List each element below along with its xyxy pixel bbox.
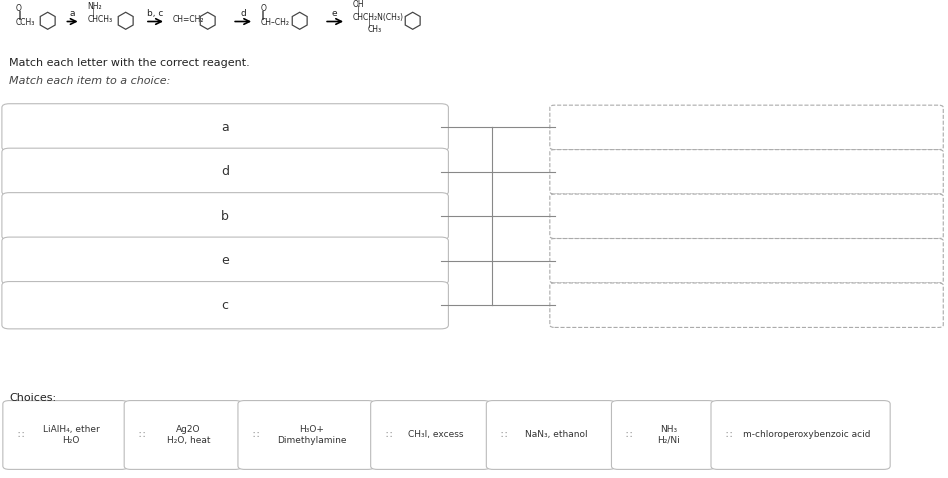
FancyBboxPatch shape bbox=[2, 193, 448, 240]
Text: ∷: ∷ bbox=[138, 430, 145, 440]
Text: ‖: ‖ bbox=[261, 11, 264, 20]
Text: NH₂: NH₂ bbox=[87, 1, 101, 11]
FancyBboxPatch shape bbox=[550, 105, 943, 150]
Text: |: | bbox=[357, 6, 360, 15]
Text: e: e bbox=[332, 9, 337, 18]
Text: CH=CH₂: CH=CH₂ bbox=[173, 15, 204, 24]
Text: |: | bbox=[368, 19, 371, 28]
FancyBboxPatch shape bbox=[2, 237, 448, 284]
Text: H₃O+
Dimethylamine: H₃O+ Dimethylamine bbox=[277, 425, 347, 445]
Text: Match each letter with the correct reagent.: Match each letter with the correct reage… bbox=[9, 58, 250, 68]
FancyBboxPatch shape bbox=[124, 401, 242, 469]
FancyBboxPatch shape bbox=[486, 401, 615, 469]
Text: CCH₃: CCH₃ bbox=[16, 18, 35, 27]
Text: m-chloroperoxybenzoic acid: m-chloroperoxybenzoic acid bbox=[742, 431, 870, 439]
Text: a: a bbox=[221, 121, 229, 134]
Text: Match each item to a choice:: Match each item to a choice: bbox=[9, 76, 171, 86]
Text: ∷: ∷ bbox=[626, 430, 632, 440]
FancyBboxPatch shape bbox=[2, 282, 448, 329]
Text: d: d bbox=[241, 9, 246, 18]
Text: c: c bbox=[222, 299, 228, 312]
Text: ⬡: ⬡ bbox=[38, 11, 57, 32]
Text: ∷: ∷ bbox=[17, 430, 24, 440]
Text: b, c: b, c bbox=[147, 9, 164, 18]
Text: ⬡: ⬡ bbox=[403, 11, 422, 32]
Text: b: b bbox=[221, 210, 229, 223]
Text: LiAlH₄, ether
H₂O: LiAlH₄, ether H₂O bbox=[43, 425, 100, 445]
FancyBboxPatch shape bbox=[238, 401, 374, 469]
FancyBboxPatch shape bbox=[611, 401, 715, 469]
Text: ⬡: ⬡ bbox=[289, 11, 308, 32]
Text: O: O bbox=[16, 4, 22, 13]
Text: CH₃I, excess: CH₃I, excess bbox=[409, 431, 464, 439]
FancyBboxPatch shape bbox=[550, 239, 943, 283]
Text: ∷: ∷ bbox=[385, 430, 392, 440]
Text: ⬡: ⬡ bbox=[197, 11, 216, 32]
FancyBboxPatch shape bbox=[2, 104, 448, 151]
Text: ‖: ‖ bbox=[18, 11, 22, 20]
Text: ∷: ∷ bbox=[252, 430, 259, 440]
FancyBboxPatch shape bbox=[550, 283, 943, 327]
Text: OH: OH bbox=[353, 0, 364, 9]
Text: |: | bbox=[92, 8, 95, 17]
FancyBboxPatch shape bbox=[3, 401, 128, 469]
Text: a: a bbox=[70, 9, 75, 18]
Text: e: e bbox=[221, 254, 229, 267]
FancyBboxPatch shape bbox=[550, 194, 943, 239]
FancyBboxPatch shape bbox=[2, 148, 448, 196]
Text: O: O bbox=[261, 4, 266, 13]
Text: CHCH₂N(CH₃): CHCH₂N(CH₃) bbox=[353, 12, 404, 22]
Text: Ag2O
H₂O, heat: Ag2O H₂O, heat bbox=[167, 425, 210, 445]
Text: ∷: ∷ bbox=[501, 430, 507, 440]
Text: ∷: ∷ bbox=[725, 430, 732, 440]
FancyBboxPatch shape bbox=[550, 150, 943, 194]
Text: CH–CH₂: CH–CH₂ bbox=[261, 18, 290, 27]
Text: NaN₃, ethanol: NaN₃, ethanol bbox=[525, 431, 588, 439]
Text: Choices:: Choices: bbox=[9, 393, 57, 403]
FancyBboxPatch shape bbox=[371, 401, 490, 469]
Text: CHCH₃: CHCH₃ bbox=[87, 15, 113, 24]
Text: CH₃: CH₃ bbox=[368, 25, 382, 34]
Text: ⬡: ⬡ bbox=[116, 11, 135, 32]
Text: NH₃
H₂/Ni: NH₃ H₂/Ni bbox=[658, 425, 680, 445]
Text: d: d bbox=[221, 165, 229, 178]
FancyBboxPatch shape bbox=[711, 401, 890, 469]
